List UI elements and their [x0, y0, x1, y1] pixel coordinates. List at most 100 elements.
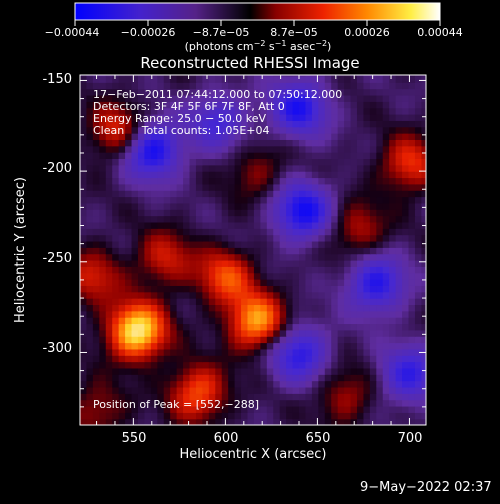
heatmap-cell [247, 348, 255, 356]
heatmap-cell [253, 348, 261, 356]
heatmap-cell [241, 342, 249, 350]
heatmap-cell [324, 107, 332, 115]
heatmap-cell [324, 215, 332, 223]
heatmap-cell [80, 177, 88, 185]
heatmap-cell [176, 342, 184, 350]
heatmap-cell [234, 374, 242, 382]
heatmap-cell [356, 405, 365, 413]
heatmap-cell [208, 259, 216, 267]
heatmap-cell [253, 126, 261, 134]
heatmap-cell [228, 393, 236, 401]
heatmap-cell [105, 380, 113, 388]
heatmap-cell [363, 120, 371, 128]
heatmap-cell [221, 386, 229, 394]
heatmap-cell [382, 266, 390, 274]
heatmap-cell [402, 88, 410, 96]
heatmap-cell [144, 272, 152, 280]
heatmap-cell [150, 380, 158, 388]
heatmap-cell [150, 94, 158, 102]
heatmap-cell [170, 88, 178, 96]
heatmap-cell [395, 279, 403, 286]
heatmap-cell [408, 323, 416, 331]
heatmap-cell [125, 405, 133, 413]
heatmap-cell [318, 285, 326, 293]
heatmap-cell [305, 88, 313, 96]
heatmap-cell [369, 247, 377, 255]
heatmap-cell [421, 393, 426, 401]
heatmap-cell [144, 405, 152, 413]
heatmap-cell [273, 285, 281, 293]
heatmap-cell [215, 221, 223, 229]
heatmap-cell [183, 75, 191, 83]
heatmap-cell [382, 367, 390, 375]
heatmap-cell [311, 367, 319, 375]
heatmap-cell [408, 405, 416, 413]
heatmap-cell [299, 183, 307, 191]
heatmap-cell [344, 190, 352, 198]
heatmap-cell [356, 399, 365, 407]
heatmap-cell [292, 133, 300, 140]
heatmap-cell [241, 348, 249, 356]
heatmap-cell [80, 310, 88, 318]
heatmap-cell [389, 285, 397, 293]
heatmap-cell [241, 323, 249, 331]
heatmap-cell [125, 101, 133, 109]
heatmap-cell [382, 380, 390, 388]
heatmap-cell [369, 259, 377, 267]
heatmap-cell [99, 253, 107, 261]
heatmap-cell [273, 361, 281, 369]
heatmap-cell [170, 361, 178, 369]
heatmap-cell [131, 342, 139, 350]
heatmap-cell [112, 259, 120, 267]
heatmap-cell [376, 75, 384, 83]
heatmap-cell [118, 285, 126, 293]
heatmap-cell [369, 133, 377, 140]
heatmap-cell [376, 405, 384, 413]
heatmap-cell [228, 126, 236, 134]
heatmap-cell [208, 152, 216, 160]
heatmap-cell [144, 412, 152, 420]
heatmap-cell [112, 113, 120, 121]
heatmap-cell [137, 336, 146, 344]
heatmap-cell [125, 88, 133, 96]
heatmap-cell [221, 342, 229, 350]
heatmap-cell [389, 215, 397, 223]
heatmap-cell [131, 101, 139, 109]
heatmap-cell [183, 393, 191, 401]
heatmap-cell [189, 177, 197, 185]
heatmap-cell [382, 113, 390, 121]
colorbar-tick-label: 0.00044 [417, 26, 463, 39]
heatmap-cell [273, 317, 281, 325]
heatmap-cell [395, 215, 403, 223]
heatmap-cell [356, 94, 365, 102]
heatmap-cell [318, 196, 326, 204]
heatmap-cell [299, 164, 307, 172]
heatmap-cell [234, 336, 242, 344]
heatmap-cell [286, 279, 294, 286]
heatmap-cell [221, 228, 229, 236]
heatmap-cell [92, 196, 100, 204]
heatmap-cell [421, 418, 426, 425]
heatmap-cell [234, 145, 242, 153]
heatmap-cell [247, 247, 255, 255]
heatmap-cell [279, 291, 287, 299]
heatmap-cell [292, 393, 300, 401]
heatmap-cell [86, 348, 94, 356]
heatmap-cell [292, 126, 300, 134]
heatmap-cell [266, 405, 274, 413]
heatmap-cell [402, 348, 410, 356]
heatmap-cell [137, 107, 146, 115]
heatmap-cell [286, 177, 294, 185]
heatmap-cell [221, 259, 229, 267]
heatmap-cell [305, 310, 313, 318]
heatmap-cell [189, 94, 197, 102]
heatmap-cell [324, 304, 332, 312]
heatmap-cell [299, 291, 307, 299]
heatmap-cell [176, 107, 184, 115]
heatmap-cell [195, 266, 203, 274]
heatmap-cell [286, 418, 294, 425]
heatmap-cell [215, 126, 223, 134]
heatmap-cell [414, 361, 422, 369]
heatmap-cell [408, 152, 416, 160]
heatmap-cell [247, 336, 255, 344]
